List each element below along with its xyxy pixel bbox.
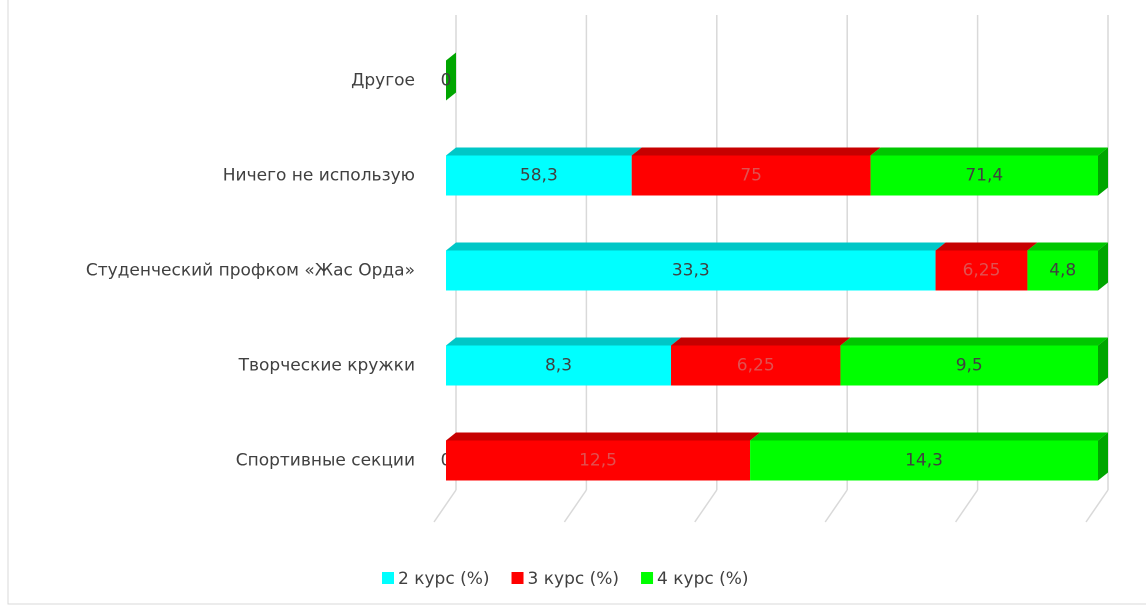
data-label: 9,5 bbox=[956, 356, 983, 376]
grid-floor-line bbox=[563, 489, 588, 523]
data-label: 33,3 bbox=[672, 261, 710, 281]
bar-segment bbox=[750, 432, 1108, 481]
bar-front bbox=[631, 155, 871, 196]
legend-label: 4 курс (%) bbox=[657, 569, 749, 589]
bar-segment bbox=[446, 147, 642, 196]
data-label: 58,3 bbox=[520, 166, 558, 186]
bar-segment bbox=[446, 242, 946, 291]
bar-top bbox=[935, 242, 1038, 251]
grid-floor-line bbox=[954, 489, 979, 523]
bar-top bbox=[840, 337, 1108, 346]
bar-front bbox=[446, 155, 632, 196]
bar-top bbox=[750, 432, 1108, 441]
category-label: Студенческий профком «Жас Орда» bbox=[86, 261, 415, 281]
bar-front bbox=[446, 250, 936, 291]
bar-front bbox=[446, 440, 751, 481]
bar-front bbox=[870, 155, 1098, 196]
data-label: 71,4 bbox=[965, 166, 1003, 186]
bar-side bbox=[446, 52, 456, 101]
grid-floor-line bbox=[694, 489, 718, 523]
bar-front bbox=[935, 250, 1028, 291]
bar-top bbox=[446, 242, 946, 251]
bar-top bbox=[1027, 242, 1108, 251]
bar-side bbox=[1098, 147, 1108, 196]
bar-top bbox=[446, 337, 682, 346]
legend-label: 3 курс (%) bbox=[528, 569, 620, 589]
data-label: 0 bbox=[441, 71, 452, 91]
bar-front bbox=[750, 440, 1098, 481]
data-label: 8,3 bbox=[545, 356, 572, 376]
data-label: 12,5 bbox=[579, 451, 617, 471]
category-label: Спортивные секции bbox=[236, 451, 415, 471]
data-label: 6,25 bbox=[963, 261, 1001, 281]
bar-front bbox=[671, 345, 841, 386]
bar-top bbox=[446, 147, 642, 156]
bar-front bbox=[446, 345, 672, 386]
bar-front bbox=[840, 345, 1098, 386]
grid-floor-line bbox=[1085, 489, 1109, 523]
bar-side bbox=[1098, 337, 1108, 386]
legend-swatch bbox=[641, 572, 654, 584]
bar-segment bbox=[671, 337, 851, 386]
bar-segment bbox=[446, 52, 456, 101]
chart-frame bbox=[7, 0, 1146, 605]
bar-top bbox=[446, 432, 761, 441]
data-label: 4,8 bbox=[1049, 261, 1076, 281]
category-label: Ничего не использую bbox=[223, 166, 415, 186]
bar-segment bbox=[631, 147, 881, 196]
data-label: 6,25 bbox=[737, 356, 775, 376]
bar-top bbox=[671, 337, 851, 346]
grid-floor-line bbox=[824, 489, 848, 523]
legend-swatch bbox=[511, 572, 524, 584]
bar-front bbox=[1027, 250, 1098, 291]
category-label: Творческие кружки bbox=[238, 356, 415, 376]
bar-top bbox=[870, 147, 1108, 156]
bar-top bbox=[631, 147, 881, 156]
bar-segment bbox=[446, 432, 761, 481]
bar-segment bbox=[446, 337, 682, 386]
grid-floor-line bbox=[433, 489, 457, 523]
bar-segment bbox=[1027, 242, 1108, 291]
bar-side bbox=[1098, 432, 1108, 481]
bar-segment bbox=[840, 337, 1108, 386]
bar-side bbox=[1098, 242, 1108, 291]
data-label: 75 bbox=[740, 166, 762, 186]
bar-segment bbox=[870, 147, 1108, 196]
legend-swatch bbox=[382, 572, 394, 584]
legend-label: 2 курс (%) bbox=[398, 569, 490, 589]
data-label: 14,3 bbox=[905, 451, 943, 471]
category-label: Другое bbox=[351, 71, 415, 91]
bar-segment bbox=[935, 242, 1038, 291]
